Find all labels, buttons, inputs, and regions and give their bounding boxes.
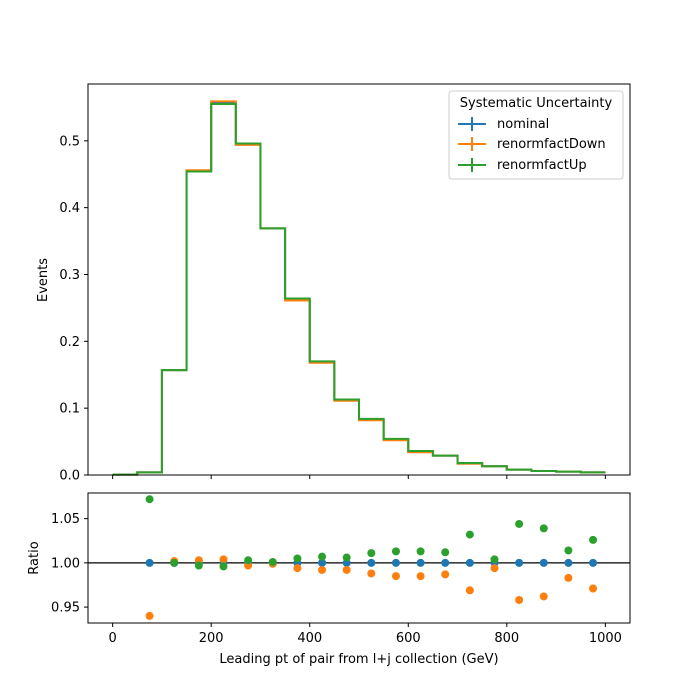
ratio-y-axis-label: Ratio bbox=[27, 541, 42, 574]
ratio-point-nominal bbox=[539, 558, 548, 567]
histogram-y-tick-label: 0.3 bbox=[59, 268, 80, 283]
histogram-line-renormfactup bbox=[112, 103, 606, 476]
ratio-point-renormfactdown bbox=[515, 596, 524, 605]
legend-entry-nominal: nominal bbox=[458, 117, 549, 132]
histogram-y-tick-label: 0.0 bbox=[59, 469, 80, 484]
ratio-point-renormfactdown bbox=[490, 564, 499, 573]
ratio-point-renormfactdown bbox=[539, 592, 548, 601]
ratio-point-renormfactdown bbox=[441, 570, 450, 579]
ratio-point-renormfactdown bbox=[219, 555, 228, 564]
ratio-panel: 0 200 400 600 800 1000 0.95 1.00 1.05 Ratio Lead… bbox=[27, 492, 631, 667]
ratio-x-axis-label: Leading pt of pair from l+j collection (… bbox=[219, 652, 498, 667]
histogram-panel: 0.0 0.1 0.2 0.3 0.4 0.5 Events Systematic Unc… bbox=[36, 83, 631, 484]
ratio-point-renormfactup bbox=[194, 561, 203, 570]
ratio-point-renormfactdown bbox=[342, 565, 351, 574]
ratio-point-renormfactup bbox=[416, 547, 425, 556]
ratio-point-renormfactup bbox=[367, 549, 376, 558]
ratio-point-nominal bbox=[318, 558, 327, 567]
ratio-point-renormfactdown bbox=[293, 564, 302, 573]
histogram-y-axis-label: Events bbox=[36, 258, 51, 302]
legend-title: Systematic Uncertainty bbox=[460, 96, 613, 111]
ratio-point-renormfactdown bbox=[318, 565, 327, 574]
legend-label-nominal: nominal bbox=[497, 117, 549, 132]
histogram-y-tick-label: 0.1 bbox=[59, 402, 80, 417]
histogram-ticks: 0.0 0.1 0.2 0.3 0.4 0.5 bbox=[59, 134, 606, 484]
ratio-point-nominal bbox=[515, 558, 524, 567]
ratio-point-renormfactdown bbox=[589, 584, 598, 593]
histogram-axes-frame bbox=[87, 83, 631, 476]
ratio-point-renormfactup bbox=[219, 562, 228, 571]
ratio-point-renormfactup bbox=[465, 530, 474, 539]
ratio-y-tick-label: 0.95 bbox=[51, 601, 80, 616]
ratio-point-nominal bbox=[589, 558, 598, 567]
ratio-point-renormfactup bbox=[539, 524, 548, 533]
ratio-point-nominal bbox=[441, 558, 450, 567]
ratio-axes-frame bbox=[87, 492, 631, 624]
ratio-point-renormfactup bbox=[170, 558, 179, 567]
histogram-series-group bbox=[112, 100, 606, 476]
ratio-point-nominal bbox=[367, 558, 376, 567]
ratio-x-tick-label: 800 bbox=[494, 631, 519, 646]
ratio-point-renormfactup bbox=[318, 552, 327, 561]
legend-frame bbox=[448, 90, 624, 180]
ratio-point-renormfactup bbox=[441, 548, 450, 557]
ratio-point-renormfactup bbox=[293, 554, 302, 563]
ratio-point-renormfactdown bbox=[416, 572, 425, 581]
histogram-y-tick-label: 0.2 bbox=[59, 335, 80, 350]
legend-label-renormfactup: renormfactUp bbox=[497, 158, 587, 173]
histogram-y-tick-label: 0.4 bbox=[59, 201, 80, 216]
ratio-series-group bbox=[145, 495, 598, 620]
ratio-point-renormfactup bbox=[268, 557, 277, 566]
ratio-point-nominal bbox=[416, 558, 425, 567]
ratio-point-renormfactup bbox=[564, 546, 573, 555]
ratio-point-renormfactup bbox=[490, 555, 499, 564]
ratio-x-tick-label: 1000 bbox=[589, 631, 622, 646]
ratio-point-nominal bbox=[465, 558, 474, 567]
ratio-point-renormfactup bbox=[515, 519, 524, 528]
ratio-point-renormfactdown bbox=[391, 572, 400, 581]
ratio-point-nominal bbox=[564, 558, 573, 567]
ratio-x-tick-label: 0 bbox=[108, 631, 116, 646]
ratio-x-tick-label: 600 bbox=[396, 631, 421, 646]
legend: Systematic Uncertainty nominal renormfac… bbox=[448, 90, 624, 180]
ratio-point-renormfactup bbox=[391, 547, 400, 556]
ratio-point-renormfactup bbox=[589, 535, 598, 544]
ratio-y-tick-label: 1.05 bbox=[51, 512, 80, 527]
ratio-point-renormfactup bbox=[145, 495, 154, 504]
ratio-point-renormfactup bbox=[244, 556, 253, 565]
ratio-point-renormfactdown bbox=[145, 611, 154, 620]
ratio-point-renormfactup bbox=[342, 553, 351, 562]
ratio-x-tick-label: 400 bbox=[297, 631, 322, 646]
ratio-point-nominal bbox=[145, 558, 154, 567]
ratio-point-renormfactdown bbox=[465, 586, 474, 595]
legend-label-renormfactdown: renormfactDown bbox=[497, 137, 606, 152]
ratio-point-renormfactdown bbox=[564, 573, 573, 582]
legend-entry-renormfactdown: renormfactDown bbox=[458, 137, 606, 152]
legend-entry-renormfactup: renormfactUp bbox=[458, 158, 587, 173]
ratio-point-nominal bbox=[391, 558, 400, 567]
ratio-ticks: 0 200 400 600 800 1000 0.95 1.00 1.05 bbox=[51, 512, 622, 646]
histogram-y-tick-label: 0.5 bbox=[59, 134, 80, 149]
ratio-x-tick-label: 200 bbox=[199, 631, 224, 646]
ratio-point-renormfactdown bbox=[367, 569, 376, 578]
ratio-y-tick-label: 1.00 bbox=[51, 556, 80, 571]
